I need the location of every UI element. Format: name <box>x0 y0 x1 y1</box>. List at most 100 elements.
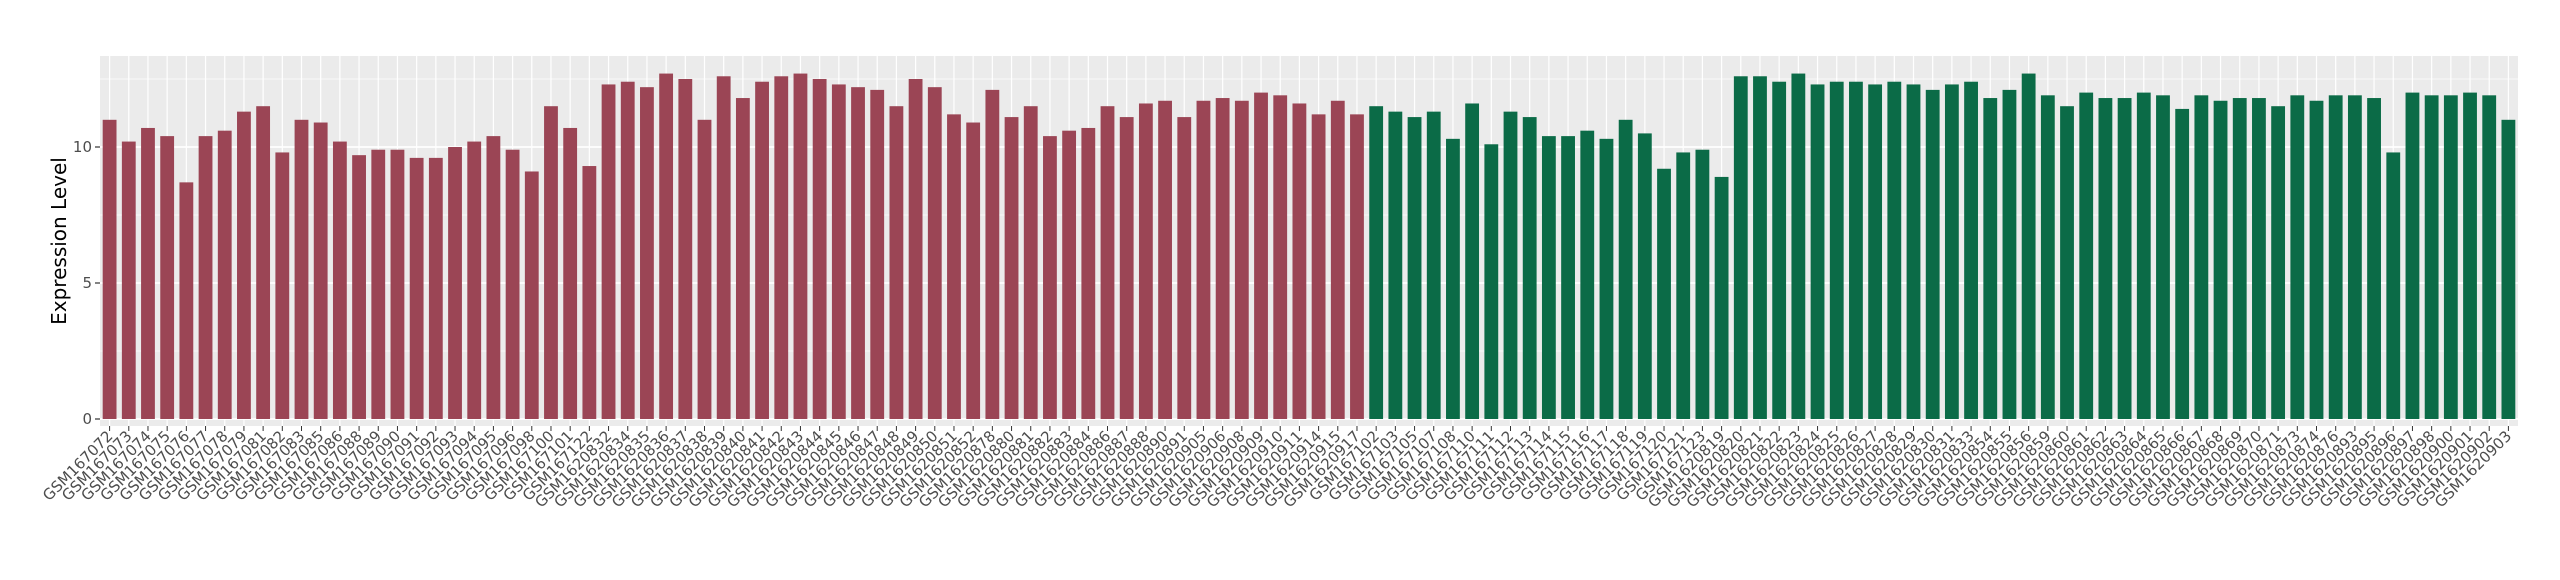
bar-GSM167090 <box>390 149 405 419</box>
bar-GSM1620837 <box>678 79 693 419</box>
bar-GSM1620870 <box>2252 98 2266 419</box>
bar-GSM1620830 <box>1925 89 1940 419</box>
bar-GSM1620880 <box>1004 117 1019 419</box>
bar-GSM1620883 <box>1062 130 1077 419</box>
bar-GSM1620839 <box>716 76 731 419</box>
bar-GSM167113 <box>1522 117 1537 419</box>
bar-GSM167077 <box>198 136 213 419</box>
bar-GSM167092 <box>428 157 443 419</box>
bar-GSM167083 <box>294 119 309 420</box>
bar-GSM1620831 <box>1944 84 1959 419</box>
bar-GSM1620901 <box>2463 92 2477 419</box>
bar-GSM167123 <box>1695 149 1710 419</box>
bar-GSM167114 <box>1541 136 1556 419</box>
bar-GSM1620852 <box>966 122 981 420</box>
bar-GSM167095 <box>486 136 501 419</box>
bar-GSM1620910 <box>1273 95 1288 419</box>
bar-GSM1620824 <box>1810 84 1825 419</box>
bar-GSM1620884 <box>1081 127 1096 420</box>
bar-GSM1620859 <box>2040 95 2055 419</box>
bar-GSM167119 <box>1637 133 1652 419</box>
bars <box>102 73 2516 420</box>
bar-GSM1620849 <box>908 79 923 419</box>
bar-GSM1620851 <box>947 114 961 420</box>
bar-GSM1620881 <box>1023 106 1038 419</box>
bar-GSM1620898 <box>2424 95 2439 419</box>
bar-GSM1620820 <box>1733 76 1748 419</box>
bar-GSM167075 <box>160 136 175 419</box>
bar-GSM167112 <box>1503 111 1518 419</box>
bar-GSM167079 <box>237 111 251 419</box>
bar-GSM1620866 <box>2175 108 2190 420</box>
y-tick-label: 0 <box>82 410 92 428</box>
bar-GSM1620846 <box>851 87 865 419</box>
bar-GSM1620840 <box>735 98 750 419</box>
bar-GSM167082 <box>275 152 290 419</box>
bar-GSM1620868 <box>2213 100 2228 419</box>
bar-GSM1620854 <box>1983 98 1998 419</box>
bar-GSM1620914 <box>1311 114 1326 420</box>
bar-GSM1620835 <box>640 87 654 419</box>
bar-GSM167076 <box>179 182 194 419</box>
bar-GSM167093 <box>448 147 462 419</box>
bar-GSM1620862 <box>2098 98 2113 419</box>
bar-GSM1620836 <box>659 73 674 419</box>
bar-GSM1620882 <box>1043 136 1057 419</box>
bar-GSM1620838 <box>697 119 712 420</box>
bar-GSM167073 <box>121 141 136 419</box>
plot-panel <box>100 56 2518 426</box>
bar-GSM1620865 <box>2156 95 2170 419</box>
bar-GSM1620843 <box>793 73 808 419</box>
bar-GSM1620878 <box>985 89 1000 419</box>
bar-GSM1620909 <box>1254 92 1268 419</box>
bar-GSM1620848 <box>889 106 904 419</box>
bar-GSM1620856 <box>2021 73 2036 419</box>
bar-GSM1620827 <box>1868 84 1883 419</box>
bar-GSM167100 <box>544 106 558 419</box>
bar-GSM1620821 <box>1753 76 1767 419</box>
bar-GSM1620911 <box>1292 103 1307 419</box>
bar-GSM1620860 <box>2060 106 2074 419</box>
bar-GSM167072 <box>102 119 117 420</box>
bar-GSM1620823 <box>1791 73 1806 419</box>
bar-GSM167110 <box>1465 103 1480 419</box>
bar-GSM167115 <box>1561 136 1575 419</box>
bar-GSM167098 <box>524 171 539 419</box>
bar-GSM1620863 <box>2117 98 2132 419</box>
bar-GSM1620890 <box>1158 100 1172 419</box>
bar-GSM1620842 <box>774 76 789 419</box>
bar-GSM1620915 <box>1330 100 1345 419</box>
bar-GSM1620845 <box>831 84 846 419</box>
bar-GSM1620869 <box>2232 98 2247 419</box>
bar-GSM1620864 <box>2136 92 2151 419</box>
bar-GSM167108 <box>1446 138 1460 419</box>
x-axis: GSM167072GSM167073GSM167074GSM167075GSM1… <box>39 426 2515 511</box>
bar-GSM167103 <box>1388 111 1403 419</box>
bar-GSM1620819 <box>1714 176 1729 419</box>
bar-GSM167102 <box>1369 106 1384 419</box>
bar-GSM167118 <box>1618 119 1633 420</box>
bar-GSM1620908 <box>1234 100 1249 419</box>
bar-GSM1620832 <box>601 84 616 419</box>
bar-GSM167120 <box>1657 168 1671 419</box>
bar-GSM167094 <box>467 141 482 419</box>
bar-GSM1620895 <box>2367 98 2381 419</box>
bar-GSM1620822 <box>1772 81 1787 419</box>
bar-GSM167111 <box>1484 144 1499 419</box>
bar-GSM1620897 <box>2405 92 2420 419</box>
bar-GSM167088 <box>352 155 366 419</box>
bar-GSM167089 <box>371 149 386 419</box>
bar-GSM1620886 <box>1100 106 1115 419</box>
bar-GSM167105 <box>1407 117 1422 419</box>
bar-GSM167085 <box>313 122 328 420</box>
bar-GSM167117 <box>1599 138 1614 419</box>
bar-GSM167074 <box>141 127 155 420</box>
bar-GSM1620829 <box>1906 84 1921 419</box>
bar-GSM1620825 <box>1829 81 1844 419</box>
bar-GSM167096 <box>505 149 520 419</box>
bar-GSM167086 <box>332 141 347 419</box>
bar-GSM167116 <box>1580 130 1595 419</box>
bar-GSM1620871 <box>2271 106 2286 419</box>
bar-GSM167101 <box>563 127 578 420</box>
